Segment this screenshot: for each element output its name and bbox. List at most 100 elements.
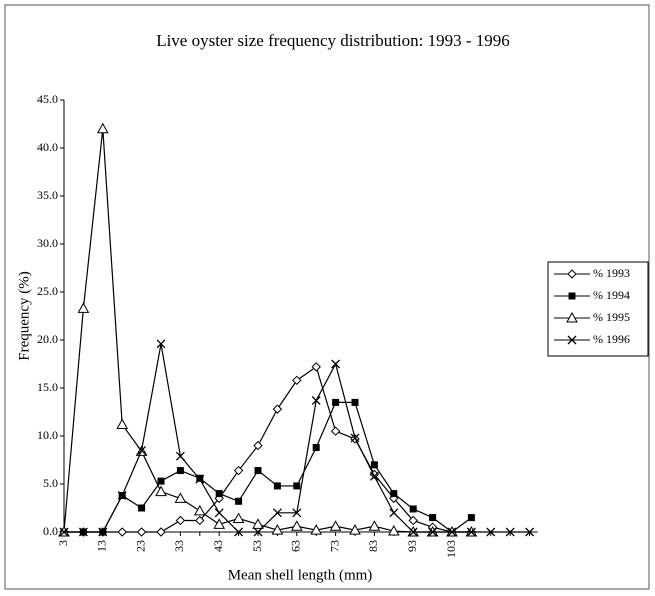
x-tick-label: 63 bbox=[289, 540, 303, 552]
marker bbox=[136, 527, 147, 537]
legend-marker bbox=[568, 292, 576, 300]
series-line bbox=[64, 343, 530, 533]
marker bbox=[157, 477, 165, 485]
marker bbox=[332, 398, 340, 406]
marker bbox=[486, 527, 496, 537]
frame bbox=[4, 4, 650, 590]
series-line bbox=[64, 365, 472, 533]
marker bbox=[370, 461, 378, 469]
x-tick-label: 53 bbox=[250, 540, 264, 552]
y-tick-label: 15.0 bbox=[37, 380, 58, 394]
marker bbox=[408, 515, 418, 526]
marker bbox=[505, 527, 515, 537]
marker bbox=[78, 527, 88, 537]
marker bbox=[369, 471, 379, 481]
marker bbox=[429, 514, 437, 522]
legend-marker bbox=[566, 311, 578, 323]
y-tick-label: 45.0 bbox=[37, 92, 58, 106]
marker bbox=[351, 398, 359, 406]
marker bbox=[525, 527, 535, 537]
marker bbox=[233, 465, 244, 476]
legend-marker bbox=[567, 335, 577, 345]
marker bbox=[253, 440, 263, 451]
marker bbox=[252, 518, 264, 529]
marker bbox=[311, 362, 321, 372]
marker bbox=[390, 490, 398, 498]
x-tick-label: 43 bbox=[211, 540, 225, 552]
marker bbox=[387, 525, 400, 536]
y-tick-label: 25.0 bbox=[37, 284, 58, 298]
marker bbox=[466, 527, 476, 537]
y-tick-label: 30.0 bbox=[37, 236, 58, 250]
y-tick-label: 20.0 bbox=[37, 332, 58, 346]
y-tick-label: 5.0 bbox=[43, 476, 58, 490]
marker bbox=[408, 527, 418, 537]
legend-label: % 1994 bbox=[593, 288, 630, 302]
x-axis-label: Mean shell length (mm) bbox=[228, 567, 373, 583]
legend-label: % 1996 bbox=[593, 332, 630, 346]
marker bbox=[213, 518, 226, 529]
marker bbox=[389, 508, 399, 518]
marker bbox=[447, 527, 457, 537]
marker bbox=[311, 396, 321, 405]
x-tick-label: 73 bbox=[327, 540, 341, 552]
marker bbox=[368, 520, 381, 531]
y-tick-label: 35.0 bbox=[37, 188, 58, 202]
legend-marker bbox=[567, 269, 577, 279]
marker bbox=[350, 433, 360, 443]
marker bbox=[330, 426, 341, 436]
legend-label: % 1995 bbox=[593, 310, 630, 324]
marker bbox=[59, 527, 69, 537]
legend-label: % 1993 bbox=[593, 266, 630, 280]
marker bbox=[409, 505, 417, 513]
marker bbox=[254, 467, 262, 475]
marker bbox=[193, 504, 206, 516]
x-tick-label: 103 bbox=[444, 540, 458, 558]
marker bbox=[195, 474, 205, 484]
marker bbox=[312, 444, 320, 452]
marker bbox=[349, 524, 361, 535]
marker bbox=[156, 527, 166, 537]
marker bbox=[137, 445, 147, 455]
marker bbox=[155, 485, 167, 497]
marker bbox=[195, 515, 205, 526]
marker bbox=[232, 512, 245, 524]
marker bbox=[156, 339, 166, 349]
x-tick-label: 93 bbox=[405, 540, 419, 552]
series-line bbox=[63, 128, 472, 533]
marker bbox=[215, 490, 223, 498]
marker bbox=[175, 515, 186, 526]
marker bbox=[292, 508, 302, 518]
marker bbox=[293, 482, 301, 490]
marker bbox=[271, 524, 284, 535]
x-tick-label: 83 bbox=[366, 540, 380, 552]
y-tick-label: 40.0 bbox=[37, 140, 58, 154]
marker bbox=[98, 527, 108, 537]
marker bbox=[329, 520, 342, 531]
y-tick-label: 10.0 bbox=[37, 428, 58, 442]
marker bbox=[428, 527, 438, 537]
marker bbox=[272, 404, 283, 414]
x-tick-label: 33 bbox=[172, 540, 186, 552]
marker bbox=[331, 359, 341, 369]
marker bbox=[272, 508, 282, 518]
x-tick-label: 3 bbox=[56, 540, 70, 546]
marker bbox=[467, 514, 475, 522]
marker bbox=[116, 418, 129, 429]
marker bbox=[234, 527, 244, 537]
marker bbox=[96, 122, 109, 134]
marker bbox=[117, 527, 127, 537]
x-tick-label: 13 bbox=[95, 540, 109, 552]
marker bbox=[214, 508, 224, 518]
marker bbox=[77, 302, 90, 313]
series-line bbox=[64, 401, 472, 533]
y-tick-label: 0.0 bbox=[43, 524, 58, 538]
chart-title: Live oyster size frequency distribution:… bbox=[156, 31, 510, 50]
marker bbox=[290, 520, 303, 531]
marker bbox=[292, 375, 302, 386]
marker bbox=[196, 474, 204, 482]
marker bbox=[253, 527, 263, 537]
marker bbox=[174, 492, 187, 503]
marker bbox=[175, 451, 185, 461]
marker bbox=[310, 524, 323, 535]
